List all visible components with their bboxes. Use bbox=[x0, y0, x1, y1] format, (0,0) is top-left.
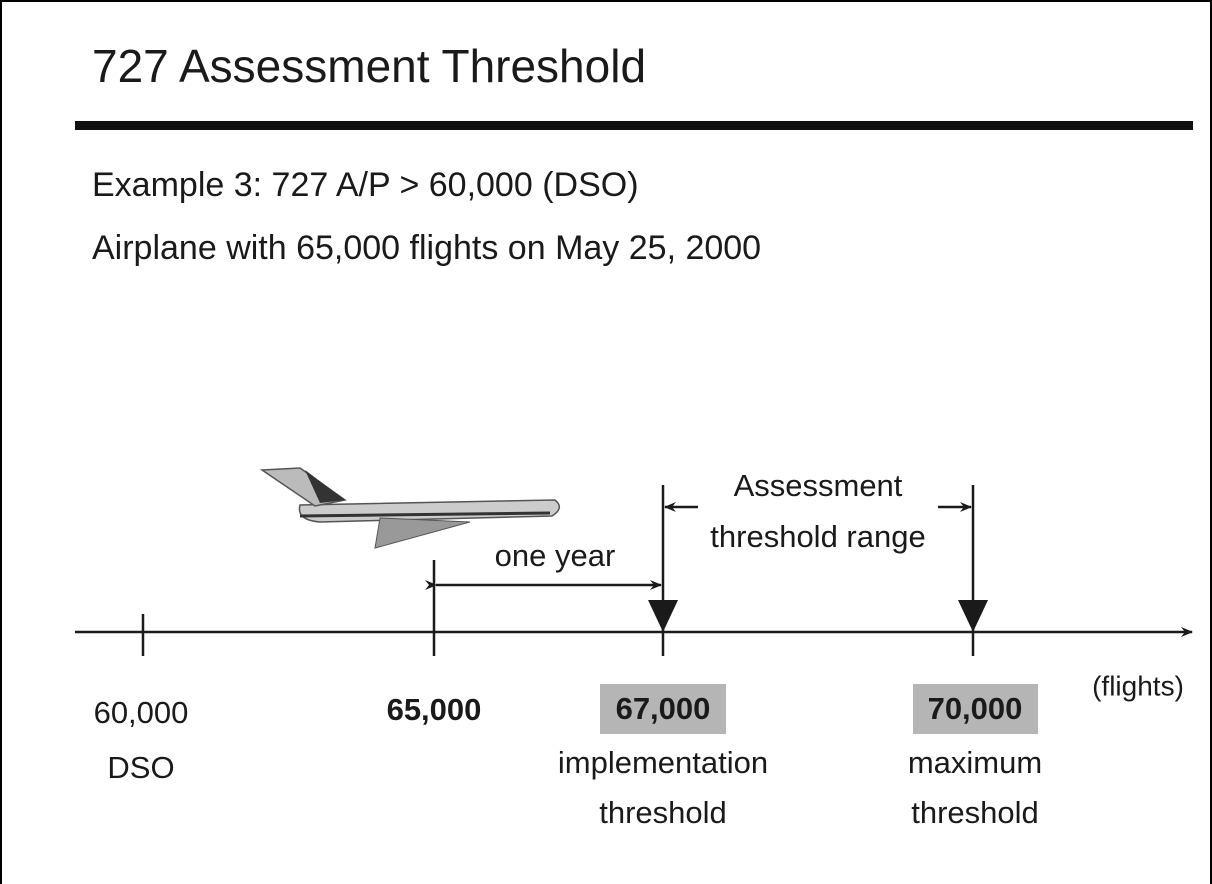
marker-caption: DSO bbox=[107, 750, 174, 785]
marker-caption: implementation bbox=[558, 745, 768, 780]
marker-caption: threshold bbox=[599, 795, 727, 830]
marker-value: 65,000 bbox=[387, 692, 482, 727]
airplane-icon bbox=[262, 468, 559, 548]
slide: 727 Assessment Threshold Example 3: 727 … bbox=[0, 0, 1212, 884]
span-label: threshold range bbox=[710, 519, 925, 554]
unit-label: (flights) bbox=[1092, 670, 1184, 701]
marker-value: 60,000 bbox=[94, 695, 189, 730]
line: Example 3: 727 A/P > 60,000 (DSO) bbox=[92, 166, 639, 204]
threshold-marker bbox=[958, 600, 988, 632]
marker-value: 67,000 bbox=[616, 691, 711, 726]
line: Airplane with 65,000 flights on May 25, … bbox=[92, 229, 761, 267]
span-label: Assessment bbox=[734, 468, 903, 503]
span-label: one year bbox=[495, 538, 616, 573]
threshold-marker bbox=[648, 600, 678, 632]
marker-value: 70,000 bbox=[928, 691, 1023, 726]
title: 727 Assessment Threshold bbox=[92, 40, 646, 92]
marker-caption: threshold bbox=[911, 795, 1039, 830]
marker-caption: maximum bbox=[908, 745, 1042, 780]
title-rule bbox=[75, 121, 1193, 130]
